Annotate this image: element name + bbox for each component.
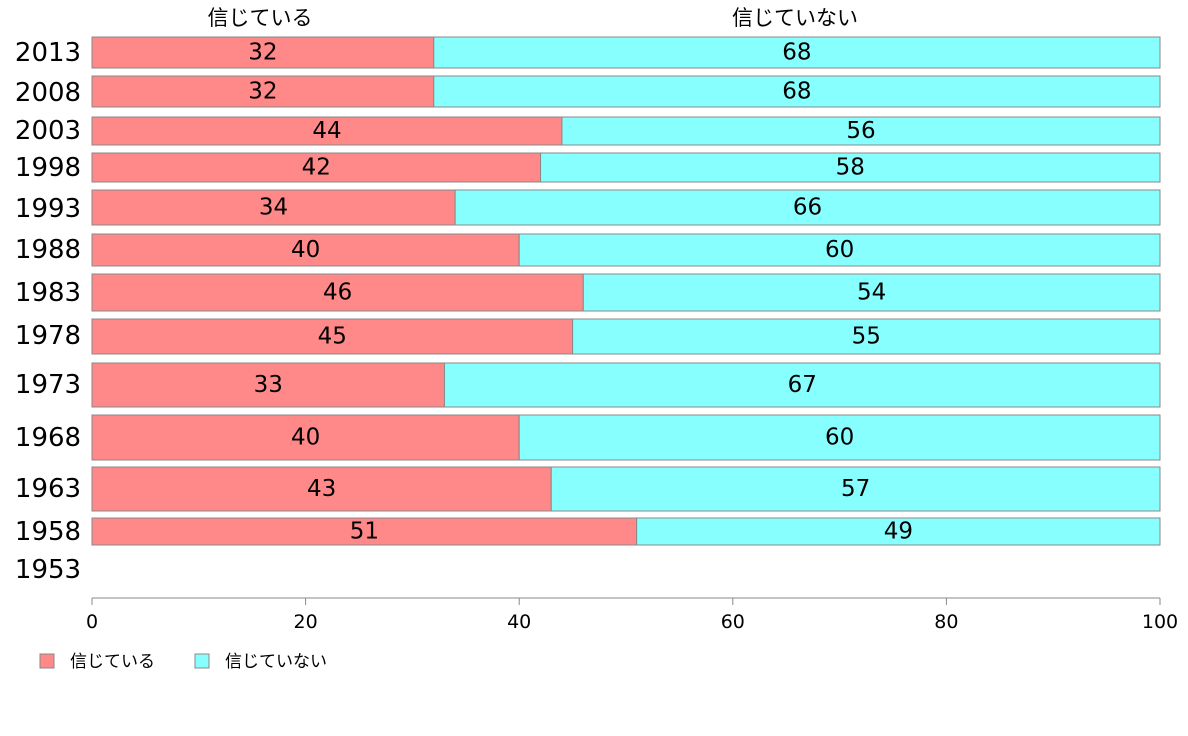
bar-1968-series-1	[91, 414, 520, 461]
bar-2008-series-1	[91, 75, 435, 108]
category-label-2003: 2003	[15, 116, 81, 146]
category-label-1953: 1953	[15, 555, 81, 585]
data-label-1973-series-2: 67	[788, 372, 817, 398]
bar-2008-series-2	[433, 75, 1161, 108]
bar-2013-series-1	[91, 36, 435, 69]
bar-1983-series-2	[582, 273, 1161, 312]
data-label-1963-series-1: 43	[307, 476, 336, 502]
bar-1963-series-1	[91, 466, 552, 512]
data-label-1968-series-1: 40	[291, 425, 320, 451]
category-label-1988: 1988	[15, 235, 81, 265]
data-label-1993-series-1: 34	[259, 195, 288, 221]
data-label-1968-series-2: 60	[825, 425, 854, 451]
bar-1983-series-1	[91, 273, 584, 312]
data-label-2013-series-1: 32	[248, 40, 277, 66]
x-tick-label-40: 40	[507, 611, 531, 633]
category-label-1983: 1983	[15, 278, 81, 308]
data-label-1958-series-2: 49	[884, 519, 913, 545]
column-header-1: 信じている	[208, 6, 313, 30]
bar-1968-series-2	[518, 414, 1161, 461]
data-label-2013-series-2: 68	[782, 40, 811, 66]
data-label-1988-series-2: 60	[825, 237, 854, 263]
legend-swatch-2	[194, 653, 210, 669]
bar-1978-series-2	[572, 318, 1161, 355]
bar-1998-series-2	[540, 152, 1161, 183]
category-label-1993: 1993	[15, 194, 81, 224]
category-label-2008: 2008	[15, 78, 81, 108]
bar-1998-series-1	[91, 152, 542, 183]
category-label-2013: 2013	[15, 38, 81, 68]
bar-1988-series-2	[518, 233, 1161, 267]
data-label-1973-series-1: 33	[254, 372, 283, 398]
bar-2003-series-2	[561, 116, 1161, 146]
bar-1973-series-2	[443, 362, 1161, 408]
data-label-1958-series-1: 51	[350, 519, 379, 545]
data-label-2008-series-2: 68	[782, 79, 811, 105]
data-label-2003-series-1: 44	[312, 118, 341, 144]
x-tick-label-60: 60	[721, 611, 745, 633]
data-label-1988-series-1: 40	[291, 237, 320, 263]
bar-1958-series-1	[91, 517, 638, 546]
category-label-1963: 1963	[15, 474, 81, 504]
bar-2003-series-1	[91, 116, 563, 146]
column-header-2: 信じていない	[732, 6, 858, 30]
x-tick-label-100: 100	[1142, 611, 1178, 633]
bar-1958-series-2	[636, 517, 1161, 546]
legend-swatch-1	[39, 653, 55, 669]
data-label-1978-series-2: 55	[852, 324, 881, 350]
bar-1973-series-1	[91, 362, 445, 408]
data-label-1963-series-2: 57	[841, 476, 870, 502]
data-label-1983-series-2: 54	[857, 280, 886, 306]
legend-label-2: 信じていない	[225, 652, 327, 672]
data-label-1998-series-2: 58	[836, 155, 865, 181]
category-label-1958: 1958	[15, 517, 81, 547]
category-label-1973: 1973	[15, 370, 81, 400]
x-tick-label-0: 0	[86, 611, 98, 633]
data-label-2008-series-1: 32	[248, 79, 277, 105]
x-tick-label-80: 80	[934, 611, 958, 633]
category-label-1998: 1998	[15, 153, 81, 183]
data-label-2003-series-2: 56	[846, 118, 875, 144]
data-label-1983-series-1: 46	[323, 280, 352, 306]
category-label-1978: 1978	[15, 321, 81, 351]
data-label-1993-series-2: 66	[793, 195, 822, 221]
data-label-1998-series-1: 42	[302, 155, 331, 181]
bar-1993-series-2	[454, 189, 1161, 226]
data-label-1978-series-1: 45	[318, 324, 347, 350]
category-label-1968: 1968	[15, 423, 81, 453]
x-tick-label-20: 20	[294, 611, 318, 633]
bar-1993-series-1	[91, 189, 456, 226]
bar-2013-series-2	[433, 36, 1161, 69]
bar-1963-series-2	[550, 466, 1161, 512]
legend-label-1: 信じている	[70, 652, 155, 672]
